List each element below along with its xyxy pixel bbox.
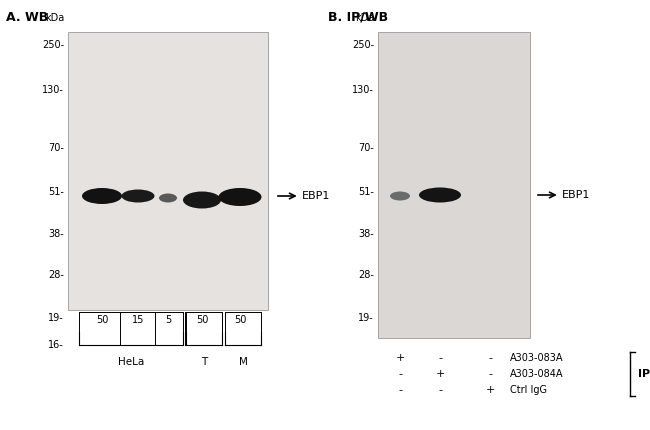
- Text: B. IP/WB: B. IP/WB: [328, 11, 389, 24]
- Text: -: -: [438, 353, 442, 363]
- Text: 51-: 51-: [48, 187, 64, 197]
- Text: IP: IP: [638, 369, 650, 379]
- Text: -: -: [398, 385, 402, 395]
- Text: 28-: 28-: [358, 270, 374, 280]
- Text: +: +: [486, 385, 495, 395]
- Text: 19-: 19-: [48, 313, 64, 323]
- Text: -: -: [438, 385, 442, 395]
- Text: -: -: [398, 369, 402, 379]
- Text: 50: 50: [96, 315, 108, 325]
- Text: -: -: [488, 353, 492, 363]
- Text: A303-083A: A303-083A: [510, 353, 564, 363]
- Text: A303-084A: A303-084A: [510, 369, 564, 379]
- Text: 16-: 16-: [48, 340, 64, 350]
- Text: -: -: [488, 369, 492, 379]
- Text: 28-: 28-: [48, 270, 64, 280]
- Text: 50: 50: [234, 315, 246, 325]
- Ellipse shape: [419, 187, 461, 203]
- Text: EBP1: EBP1: [302, 191, 331, 201]
- Ellipse shape: [183, 191, 221, 209]
- Text: T: T: [201, 357, 207, 367]
- Text: A. WB: A. WB: [6, 11, 49, 24]
- Text: 70-: 70-: [48, 143, 64, 153]
- Text: 51-: 51-: [358, 187, 374, 197]
- Text: 50: 50: [196, 315, 208, 325]
- Text: 19-: 19-: [358, 313, 374, 323]
- Ellipse shape: [159, 194, 177, 203]
- Text: +: +: [436, 369, 445, 379]
- Text: M: M: [239, 357, 248, 367]
- Text: HeLa: HeLa: [118, 357, 144, 367]
- Ellipse shape: [122, 190, 155, 203]
- Text: 5: 5: [165, 315, 171, 325]
- Text: +: +: [395, 353, 405, 363]
- Text: 250-: 250-: [352, 40, 374, 50]
- Text: 38-: 38-: [358, 229, 374, 239]
- Bar: [378, 32, 530, 338]
- Text: kDa: kDa: [45, 13, 64, 23]
- Text: 250-: 250-: [42, 40, 64, 50]
- Ellipse shape: [218, 188, 261, 206]
- Text: 70-: 70-: [358, 143, 374, 153]
- Text: kDa: kDa: [355, 13, 374, 23]
- Text: Ctrl IgG: Ctrl IgG: [510, 385, 547, 395]
- Text: EBP1: EBP1: [562, 190, 591, 200]
- Ellipse shape: [82, 188, 122, 204]
- Text: 15: 15: [132, 315, 144, 325]
- Bar: [68, 32, 268, 310]
- Text: 38-: 38-: [48, 229, 64, 239]
- Ellipse shape: [390, 191, 410, 200]
- Text: 130-: 130-: [352, 85, 374, 95]
- Text: 130-: 130-: [42, 85, 64, 95]
